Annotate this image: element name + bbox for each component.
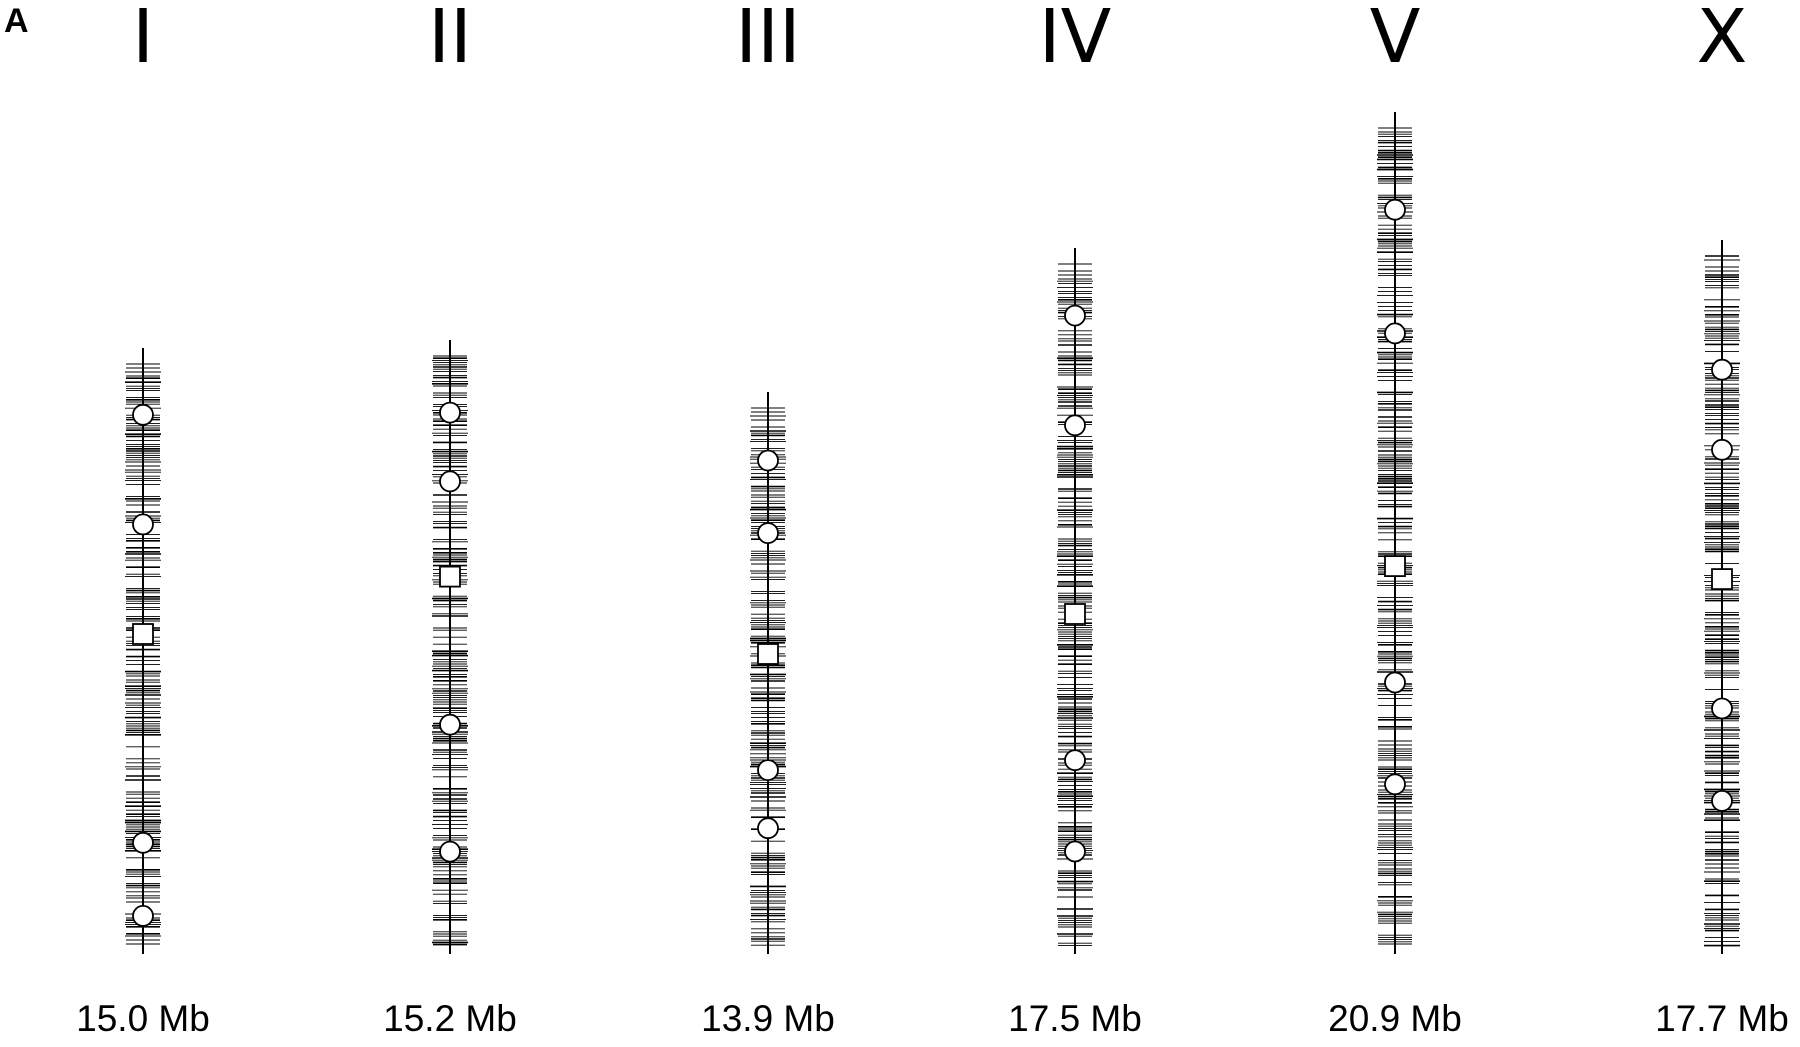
chromosome-I-size: 15.0 Mb [76, 998, 210, 1039]
chromosome-I [125, 348, 161, 954]
chromosome-II-size: 15.2 Mb [383, 998, 517, 1039]
chromosome-V [1377, 112, 1413, 954]
chromosome-IV-size: 17.5 Mb [1008, 998, 1142, 1039]
circle-marker [1384, 773, 1406, 796]
square-marker [1384, 555, 1406, 577]
circle-marker [757, 449, 779, 472]
circle-marker [1384, 322, 1406, 345]
circle-marker [1064, 414, 1086, 437]
circle-marker [757, 759, 779, 781]
chromosome-IV-title: IV [1038, 0, 1112, 80]
chromosome-III-size: 13.9 Mb [701, 998, 835, 1039]
circle-marker [439, 470, 461, 493]
circle-marker [1711, 790, 1733, 812]
square-marker [757, 643, 779, 665]
square-marker [439, 565, 461, 588]
chromosome-IV [1057, 248, 1093, 954]
chromosome-III-title: III [735, 0, 801, 80]
circle-marker [1711, 438, 1733, 461]
chromosome-X [1704, 240, 1740, 954]
circle-marker [1384, 198, 1406, 221]
panel-label: A [4, 2, 29, 40]
circle-marker [439, 713, 461, 736]
circle-marker [132, 403, 154, 426]
circle-marker [1064, 304, 1086, 327]
circle-marker [1384, 671, 1406, 694]
circle-marker [439, 840, 461, 863]
circle-marker [439, 401, 461, 424]
circle-marker [757, 522, 779, 544]
square-marker [1711, 568, 1733, 590]
circle-marker [757, 817, 779, 840]
chromosome-V-title: V [1369, 0, 1421, 80]
circle-marker [1711, 358, 1733, 381]
chromosome-X-title: X [1696, 0, 1748, 80]
circle-marker [132, 513, 154, 536]
chromosome-I-title: I [132, 0, 154, 80]
chromosome-III [750, 392, 786, 954]
circle-marker [132, 831, 154, 854]
square-marker [132, 623, 154, 645]
chromosome-X-size: 17.7 Mb [1655, 998, 1789, 1039]
chromosome-II [432, 340, 468, 954]
circle-marker [1064, 749, 1086, 772]
chromosome-V-size: 20.9 Mb [1328, 998, 1462, 1039]
chromosome-II-title: II [428, 0, 472, 80]
circle-marker [1064, 840, 1086, 863]
circle-marker [132, 905, 154, 927]
square-marker [1064, 603, 1086, 625]
circle-marker [1711, 697, 1733, 720]
